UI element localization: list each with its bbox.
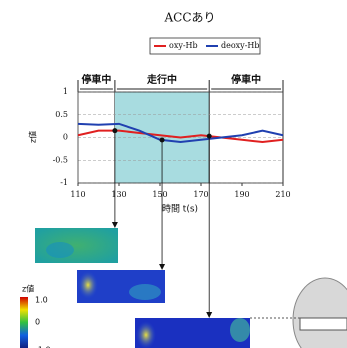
x-tick-label: 170 [193,190,208,199]
legend-box [149,37,261,55]
colorbar-tick-label: -1.0 [35,346,51,348]
y-tick-label: 0 [63,133,68,142]
data-line [77,122,284,144]
legend-label: deoxy-Hb [221,41,260,50]
colorbar-tick-label: 0 [35,318,40,327]
heatmap-3 [135,318,250,348]
heatmap-1 [35,228,118,263]
phase-label: 停車中 [231,73,261,86]
pointer-head [206,312,213,318]
y-tick-label: -0.5 [53,155,68,164]
legend-label: oxy-Hb [169,41,198,50]
x-axis-label: 時間 t(s) [162,204,198,215]
chart-title: ACCあり [163,11,215,25]
y-tick-label: -1 [60,178,68,187]
colorbar [20,297,28,348]
y-axis-label: z値 [28,131,38,143]
phase-label: 走行中 [146,73,177,86]
heatmap-2 [77,270,165,303]
x-tick-label: 210 [275,190,290,199]
x-tick-label: 190 [234,190,249,199]
colorbar-tick-label: 1.0 [35,296,48,305]
plot-frame [77,91,284,184]
phase-label: 停車中 [81,73,111,86]
y-tick-label: 0.5 [55,110,68,119]
head-illustration [250,277,347,348]
y-tick-label: 1 [63,87,68,96]
x-tick-label: 130 [111,190,126,199]
x-tick-label: 110 [70,190,85,199]
data-line [77,129,284,144]
colorbar-label: z値 [22,284,34,294]
pointer-head [159,264,166,270]
pointer-head [111,222,118,228]
x-tick-label: 150 [152,190,167,199]
